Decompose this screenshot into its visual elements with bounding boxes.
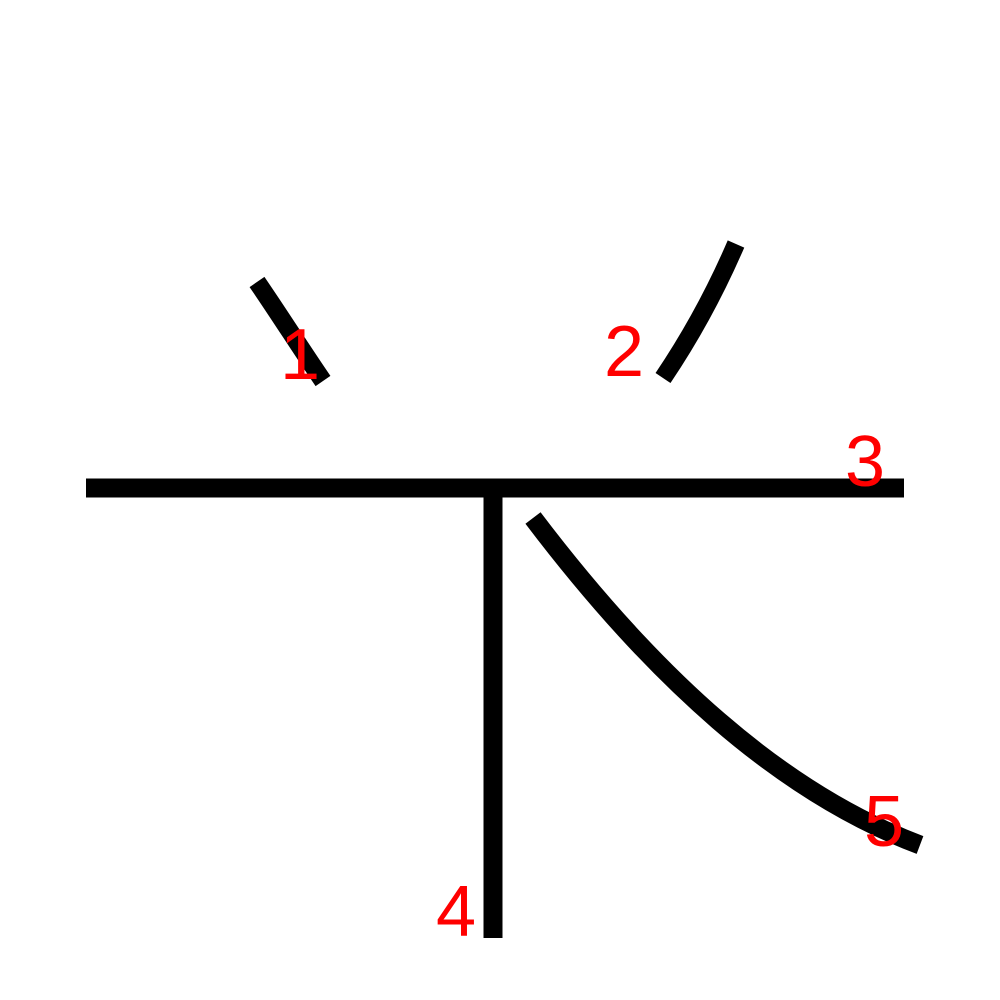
stroke-2 <box>655 240 745 384</box>
stroke-number-3: 3 <box>845 422 885 502</box>
stroke-number-5: 5 <box>864 782 904 862</box>
stroke-number-1: 1 <box>280 315 320 395</box>
stroke-number-4: 4 <box>436 872 476 952</box>
stroke-5 <box>525 512 924 854</box>
stroke-number-2: 2 <box>604 312 644 392</box>
stroke-1 <box>249 276 331 387</box>
